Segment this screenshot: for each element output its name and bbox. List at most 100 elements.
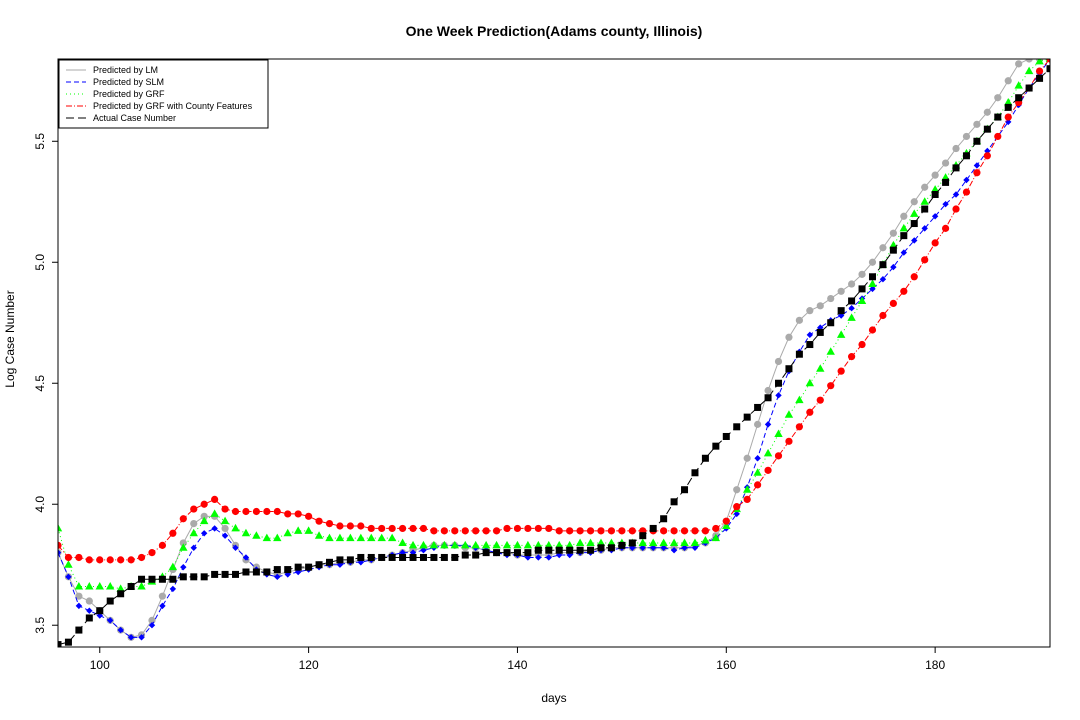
data-point	[482, 549, 490, 557]
data-point	[346, 522, 354, 530]
data-point	[816, 328, 824, 336]
data-point	[711, 533, 721, 542]
data-point	[524, 549, 532, 557]
data-point	[900, 212, 908, 220]
data-point	[670, 527, 678, 535]
data-point	[367, 553, 375, 561]
data-point	[722, 432, 730, 440]
chart-title: One Week Prediction(Adams county, Illino…	[406, 23, 703, 39]
data-point	[681, 544, 688, 551]
data-point	[753, 468, 762, 476]
legend: Predicted by LM Predicted by SLM Predicted…	[58, 59, 269, 129]
data-point	[75, 592, 83, 600]
y-axis-label: Log Case Number	[3, 290, 17, 387]
data-point	[576, 546, 584, 554]
data-point	[618, 541, 626, 549]
data-point	[566, 546, 574, 554]
data-point	[503, 549, 511, 557]
data-point	[284, 566, 292, 574]
data-point	[712, 442, 720, 450]
data-point	[85, 614, 93, 622]
data-point	[952, 191, 960, 198]
series-line	[58, 59, 1050, 590]
data-point	[545, 554, 552, 561]
data-point	[148, 622, 156, 629]
data-point	[639, 532, 647, 540]
data-point	[273, 566, 281, 574]
data-point	[367, 524, 375, 533]
data-point	[659, 538, 668, 546]
data-point	[774, 429, 783, 438]
data-point	[346, 533, 355, 542]
data-point	[743, 454, 751, 462]
data-point	[775, 392, 782, 399]
data-point	[535, 554, 542, 561]
data-point	[848, 353, 856, 361]
data-point	[211, 495, 219, 503]
legend-label: Predicted by GRF	[93, 89, 165, 99]
data-point	[315, 561, 323, 569]
data-point	[357, 553, 365, 561]
data-point	[242, 554, 250, 561]
x-axis: 100 120 140 160 180	[90, 646, 945, 672]
data-point	[660, 544, 667, 551]
data-point	[523, 540, 533, 549]
data-point	[795, 423, 803, 431]
data-point	[336, 556, 344, 564]
data-point	[95, 582, 104, 590]
data-point	[691, 469, 699, 477]
data-point	[117, 556, 125, 564]
data-point	[335, 533, 345, 542]
data-point	[660, 527, 668, 535]
data-point	[461, 551, 469, 559]
series-predicted-by-grf	[58, 59, 1050, 592]
data-point	[962, 188, 971, 196]
data-point	[273, 507, 281, 516]
data-point	[931, 239, 939, 247]
data-point	[283, 528, 292, 537]
data-point	[450, 540, 459, 549]
data-point	[502, 540, 512, 549]
data-point	[733, 510, 740, 518]
data-point	[440, 527, 448, 535]
data-point	[1005, 118, 1012, 126]
data-point	[492, 527, 501, 535]
data-point	[743, 413, 751, 421]
legend-label: Predicted by LM	[93, 65, 158, 75]
data-point	[284, 571, 291, 578]
data-point	[524, 524, 532, 533]
data-point	[565, 540, 574, 549]
y-tick-label: 4.5	[33, 375, 47, 392]
data-point	[138, 634, 145, 641]
data-point	[440, 540, 449, 549]
data-point	[1015, 94, 1023, 102]
data-point	[127, 634, 135, 641]
data-point	[764, 386, 772, 395]
data-point	[325, 533, 334, 542]
series-layer	[58, 59, 1050, 647]
data-point	[555, 527, 563, 535]
data-point	[106, 597, 114, 605]
data-point	[1004, 103, 1012, 111]
data-point	[346, 556, 354, 564]
data-point	[1046, 59, 1050, 63]
data-point	[200, 530, 208, 537]
data-point	[806, 331, 814, 339]
data-point	[1004, 98, 1013, 106]
data-point	[586, 527, 595, 535]
data-point	[325, 558, 333, 566]
data-point	[451, 527, 459, 535]
data-point	[199, 516, 209, 525]
data-point	[221, 524, 229, 533]
series-line	[58, 59, 1050, 561]
data-point	[138, 575, 146, 583]
series-predicted-by-grf-with-county-features	[58, 59, 1050, 564]
data-point	[826, 347, 835, 355]
data-point	[220, 516, 230, 525]
data-point	[983, 125, 991, 133]
data-point	[252, 531, 261, 539]
data-point	[492, 540, 501, 549]
data-point	[148, 549, 156, 557]
data-point	[305, 512, 313, 520]
data-point	[64, 638, 72, 646]
